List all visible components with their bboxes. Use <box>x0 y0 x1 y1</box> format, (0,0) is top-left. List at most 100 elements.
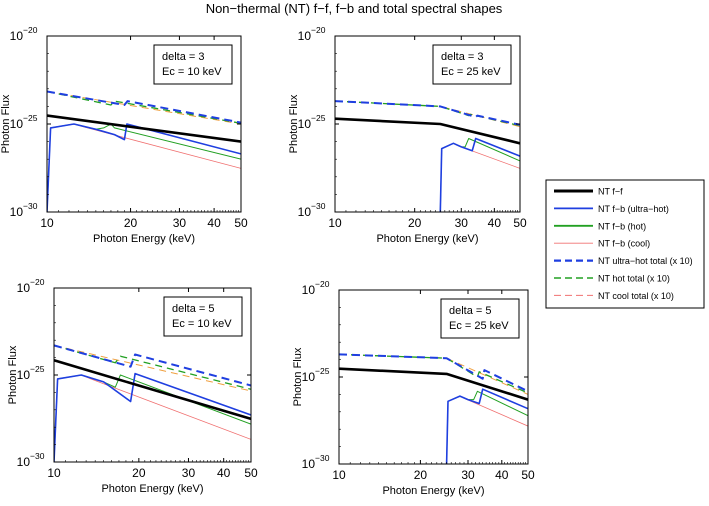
y-tick-label: 10 <box>10 205 24 219</box>
x-tick-label: 50 <box>244 466 258 480</box>
x-tick-label: 50 <box>234 216 248 230</box>
x-tick-label: 10 <box>47 466 61 480</box>
figure-title: Non−thermal (NT) f−f, f−b and total spec… <box>206 1 503 16</box>
annotation-line: Ec = 10 keV <box>172 318 232 330</box>
x-tick-label: 50 <box>513 216 527 230</box>
annotation-box <box>153 44 233 85</box>
series-line-tot_ultra <box>339 353 528 393</box>
annotation-box <box>163 296 243 337</box>
annotation-line: delta = 5 <box>449 305 492 317</box>
y-tick-exponent: −30 <box>23 201 38 211</box>
x-tick-label: 20 <box>414 468 428 482</box>
y-tick-exponent: −20 <box>23 25 38 35</box>
legend: NT f−f NT f−b (ultra−hot) NT f−b (hot) NT f… <box>545 179 705 309</box>
annotation-line: Ec = 25 keV <box>441 66 501 78</box>
series-line-ff <box>54 359 251 421</box>
y-axis-label: Photon Flux <box>288 94 300 153</box>
series-group <box>54 344 251 462</box>
x-tick-label: 30 <box>173 216 187 230</box>
y-tick-exponent: −25 <box>30 364 45 374</box>
x-tick-label: 40 <box>488 216 502 230</box>
x-tick-label: 10 <box>40 216 54 230</box>
x-axis-label: Photon Energy (keV) <box>382 485 484 497</box>
legend-label: NT f−b (cool) <box>598 239 650 249</box>
series-line-fb_hot <box>54 374 251 462</box>
y-tick-label: 10 <box>298 29 312 43</box>
y-tick-exponent: −30 <box>311 201 326 211</box>
y-tick-exponent: −20 <box>315 279 330 289</box>
series-group <box>47 90 241 212</box>
y-tick-exponent: −30 <box>315 453 330 463</box>
x-tick-label: 40 <box>495 468 509 482</box>
legend-box <box>545 179 705 309</box>
series-line-tot_cool <box>47 91 241 125</box>
series-line-fb_hot <box>439 138 520 212</box>
series-line-fb_cool <box>446 395 528 464</box>
y-tick-exponent: −20 <box>30 277 45 287</box>
x-tick-label: 10 <box>332 468 346 482</box>
annotation-box <box>432 44 512 85</box>
annotation-line: Ec = 10 keV <box>162 66 222 78</box>
series-group <box>339 353 528 464</box>
x-tick-label: 50 <box>521 468 535 482</box>
x-axis-label: Photon Energy (keV) <box>101 483 203 495</box>
annotation-line: Ec = 25 keV <box>449 320 509 332</box>
legend-label: NT f−f <box>598 187 623 197</box>
series-line-ff <box>47 114 241 143</box>
legend-label: NT f−b (hot) <box>598 221 646 231</box>
series-line-tot_ultra <box>47 90 241 124</box>
x-tick-label: 30 <box>461 468 475 482</box>
x-tick-label: 20 <box>132 466 146 480</box>
y-axis-label: Photon Flux <box>0 94 12 153</box>
y-tick-exponent: −20 <box>311 25 326 35</box>
annotation-line: delta = 3 <box>441 51 484 63</box>
series-line-fb_ultra <box>445 388 528 464</box>
x-tick-label: 10 <box>328 216 342 230</box>
y-tick-label: 10 <box>10 117 24 131</box>
x-axis-label: Photon Energy (keV) <box>93 233 195 245</box>
legend-label: NT hot total (x 10) <box>598 274 670 284</box>
series-line-tot_ultra <box>54 344 251 387</box>
x-axis-label: Photon Energy (keV) <box>376 233 478 245</box>
series-line-fb_cool <box>54 374 251 462</box>
y-tick-label: 10 <box>302 370 316 384</box>
y-tick-label: 10 <box>302 283 316 297</box>
series-line-tot_ultra <box>335 100 520 126</box>
x-tick-label: 40 <box>217 466 231 480</box>
series-line-fb_cool <box>439 142 520 212</box>
y-axis-label: Photon Flux <box>7 345 19 404</box>
series-line-ff <box>339 367 528 401</box>
x-tick-label: 30 <box>182 466 196 480</box>
y-tick-exponent: −25 <box>315 366 330 376</box>
y-tick-label: 10 <box>17 455 31 469</box>
y-tick-exponent: −25 <box>23 113 38 123</box>
legend-label: NT ultra−hot total (x 10) <box>598 256 693 266</box>
series-line-fb_hot <box>446 390 528 464</box>
series-line-fb_ultra <box>439 137 520 212</box>
y-tick-label: 10 <box>10 29 24 43</box>
annotation-line: delta = 5 <box>172 303 215 315</box>
series-line-ff <box>335 117 520 145</box>
y-tick-exponent: −30 <box>30 451 45 461</box>
y-axis-label: Photon Flux <box>292 347 304 406</box>
x-tick-label: 20 <box>408 216 422 230</box>
y-tick-label: 10 <box>298 117 312 131</box>
x-tick-label: 40 <box>207 216 221 230</box>
series-group <box>335 100 520 212</box>
annotation-box <box>440 298 520 339</box>
y-tick-label: 10 <box>298 205 312 219</box>
y-tick-label: 10 <box>17 281 31 295</box>
series-line-tot_hot <box>47 90 241 124</box>
y-tick-label: 10 <box>17 368 31 382</box>
x-tick-label: 20 <box>124 216 138 230</box>
y-tick-label: 10 <box>302 457 316 471</box>
legend-label: NT cool total (x 10) <box>598 291 674 301</box>
y-tick-exponent: −25 <box>311 113 326 123</box>
series-line-tot_cool <box>54 344 251 392</box>
legend-label: NT f−b (ultra−hot) <box>598 204 669 214</box>
